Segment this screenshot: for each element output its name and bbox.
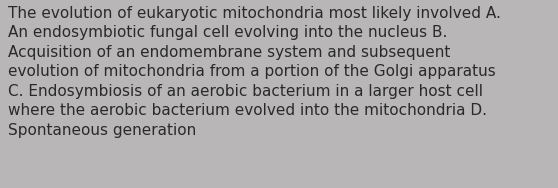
Text: The evolution of eukaryotic mitochondria most likely involved A.
An endosymbioti: The evolution of eukaryotic mitochondria… xyxy=(8,6,501,138)
